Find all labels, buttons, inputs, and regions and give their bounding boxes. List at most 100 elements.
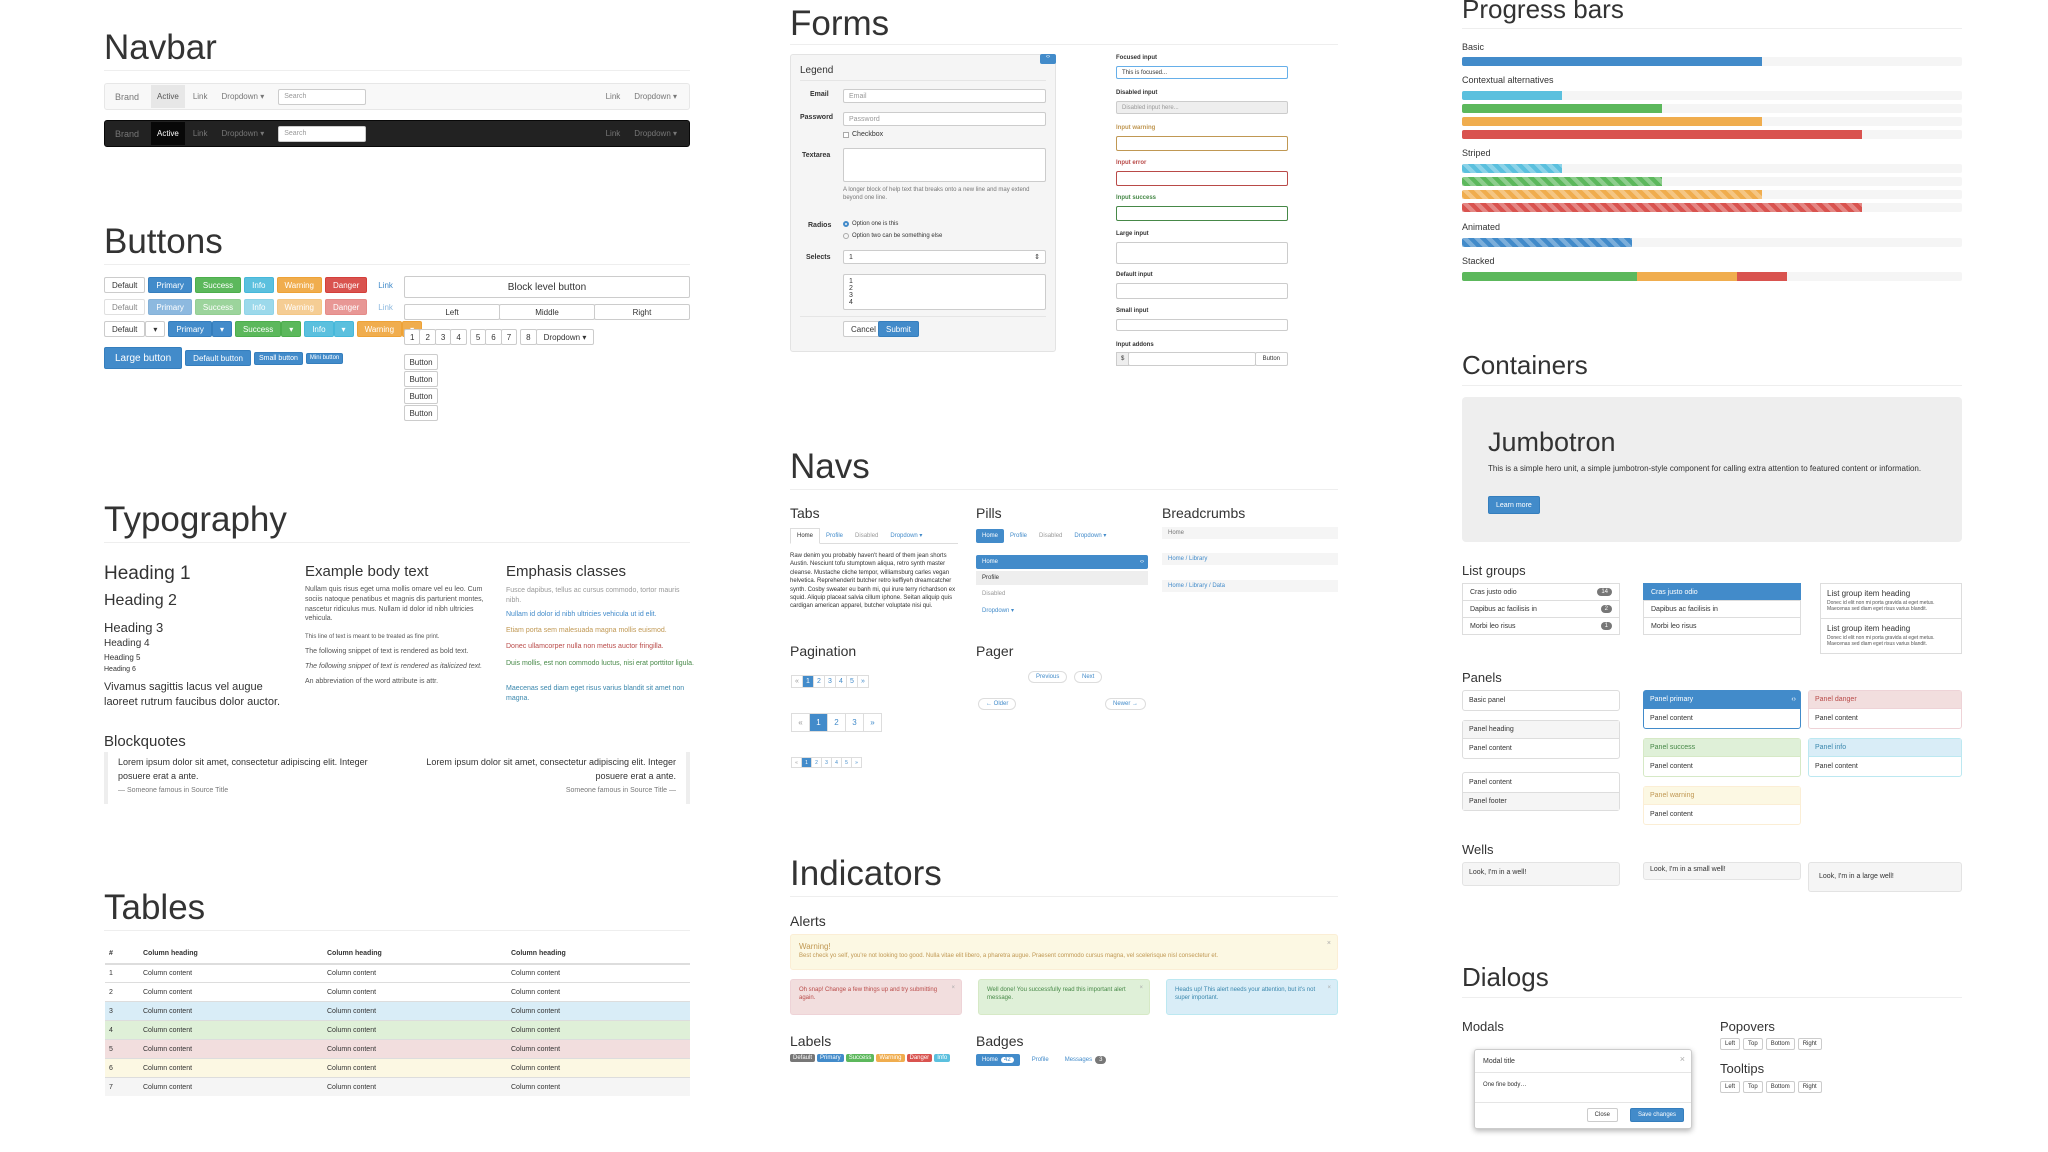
toolbar-button-7[interactable]: 7: [500, 329, 518, 345]
addon-button[interactable]: Button: [1254, 352, 1288, 366]
modal-save-button[interactable]: Save changes: [1629, 1108, 1684, 1122]
warning-split-button[interactable]: Warning: [356, 321, 403, 337]
warning-input[interactable]: [1116, 136, 1288, 151]
close-icon[interactable]: ×: [1679, 1054, 1685, 1064]
primary-button[interactable]: Primary: [148, 277, 192, 293]
popover-right-button[interactable]: Right: [1797, 1038, 1822, 1050]
tab-dropdown[interactable]: Dropdown ▾: [890, 533, 923, 539]
pager-previous[interactable]: Previous: [1028, 671, 1068, 683]
focused-input[interactable]: This is focused...: [1116, 66, 1288, 79]
navbar-dropdown-right[interactable]: Dropdown ▾: [634, 92, 677, 101]
tooltip-right-button[interactable]: Right: [1797, 1081, 1822, 1093]
page-prev[interactable]: «: [791, 713, 810, 732]
toolbar-button-1[interactable]: 1: [404, 329, 421, 345]
toolbar-button-4[interactable]: 4: [450, 329, 467, 345]
stacked-pill-profile[interactable]: Profile: [976, 571, 1148, 585]
radio-option-2[interactable]: Option two can be something else: [843, 233, 942, 239]
list-item[interactable]: Cras justo odio 14: [1462, 583, 1620, 601]
close-icon[interactable]: ×: [1326, 940, 1331, 947]
tab-profile[interactable]: Profile: [826, 532, 844, 539]
toolbar-button-2[interactable]: 2: [419, 329, 436, 345]
popover-top-button[interactable]: Top: [1743, 1038, 1763, 1050]
navbar-inverse-dropdown-right[interactable]: Dropdown ▾: [634, 129, 677, 138]
page-3[interactable]: 3: [845, 713, 864, 732]
info-split-button[interactable]: Info: [304, 321, 334, 337]
pager-newer[interactable]: Newer →: [1105, 698, 1147, 710]
page-next[interactable]: »: [857, 675, 869, 688]
list-item[interactable]: Morbi leo risus: [1643, 617, 1801, 635]
navbar-brand[interactable]: Brand: [115, 91, 140, 102]
navbar-active[interactable]: Active: [151, 85, 185, 108]
caret-icon[interactable]: ▾: [333, 321, 354, 337]
toolbar-button-8[interactable]: 8: [520, 329, 537, 345]
navbar-inverse-dropdown[interactable]: Dropdown ▾: [221, 129, 265, 138]
popover-bottom-button[interactable]: Bottom: [1765, 1038, 1795, 1050]
toolbar-button-6[interactable]: 6: [485, 329, 502, 345]
list-item[interactable]: List group item heading Donec id elit non…: [1820, 583, 1962, 619]
navbar-dropdown[interactable]: Dropdown ▾: [221, 92, 265, 101]
pager-next[interactable]: Next: [1074, 671, 1103, 683]
caret-icon[interactable]: ▾: [281, 321, 302, 337]
navbar-link-right[interactable]: Link: [605, 92, 621, 101]
password-input[interactable]: Password: [843, 112, 1046, 126]
tooltip-bottom-button[interactable]: Bottom: [1765, 1081, 1795, 1093]
collapse-icon[interactable]: ‹›: [1140, 559, 1144, 565]
page-1[interactable]: 1: [809, 713, 828, 732]
tooltip-left-button[interactable]: Left: [1720, 1081, 1741, 1093]
collapse-icon[interactable]: ‹›: [1040, 54, 1056, 64]
mini-button[interactable]: Mini button: [305, 352, 344, 364]
toolbar-button-3[interactable]: 3: [434, 329, 452, 345]
close-icon[interactable]: ×: [951, 985, 955, 991]
info-button[interactable]: Info: [244, 277, 274, 293]
toolbar-dropdown-button[interactable]: Dropdown ▾: [535, 329, 595, 345]
pager-older[interactable]: ← Older: [978, 698, 1017, 710]
warning-button[interactable]: Warning: [276, 277, 322, 293]
vertical-button-2[interactable]: Button: [404, 371, 438, 387]
radio-option-1[interactable]: Option one is this: [843, 221, 898, 227]
addon-input[interactable]: [1128, 352, 1256, 366]
default-input[interactable]: [1116, 283, 1288, 299]
small-button[interactable]: Small button: [253, 351, 303, 365]
badge-messages[interactable]: Messages 3: [1065, 1056, 1107, 1064]
pill-dropdown[interactable]: Dropdown ▾: [1074, 533, 1107, 539]
stacked-pill-home[interactable]: Home ‹›: [976, 555, 1148, 569]
navbar-inverse-active[interactable]: Active: [151, 122, 185, 145]
pill-profile[interactable]: Profile: [1010, 532, 1028, 539]
page-2[interactable]: 2: [827, 713, 846, 732]
vertical-button-3[interactable]: Button: [404, 388, 438, 404]
navbar-inverse-search-input[interactable]: Search: [278, 125, 367, 142]
link-button[interactable]: Link: [378, 280, 393, 290]
list-item[interactable]: List group item heading Donec id elit non…: [1820, 618, 1962, 654]
large-button[interactable]: Large button: [104, 347, 183, 369]
primary-split-button[interactable]: Primary: [168, 321, 212, 337]
list-item[interactable]: Dapibus ac facilisis in: [1643, 600, 1801, 618]
block-level-button[interactable]: Block level button: [404, 276, 690, 298]
checkbox[interactable]: Checkbox: [843, 131, 883, 138]
success-split-button[interactable]: Success: [234, 321, 282, 337]
popover-left-button[interactable]: Left: [1720, 1038, 1741, 1050]
navbar-inverse-link-right[interactable]: Link: [605, 129, 621, 138]
toolbar-button-5[interactable]: 5: [469, 329, 487, 345]
tooltip-top-button[interactable]: Top: [1743, 1081, 1763, 1093]
caret-icon[interactable]: ▾: [211, 321, 232, 337]
vertical-button-1[interactable]: Button: [404, 354, 438, 370]
textarea-input[interactable]: [843, 148, 1046, 182]
error-input[interactable]: [1116, 171, 1288, 186]
collapse-icon[interactable]: ‹›: [1791, 696, 1796, 703]
navbar-link[interactable]: Link: [192, 92, 208, 101]
success-button[interactable]: Success: [194, 277, 242, 293]
close-icon[interactable]: ×: [1139, 985, 1143, 991]
badge-profile[interactable]: Profile: [1031, 1057, 1049, 1063]
group-middle-button[interactable]: Middle: [499, 304, 595, 320]
danger-button[interactable]: Danger: [325, 277, 368, 293]
email-input[interactable]: Email: [843, 89, 1046, 103]
small-input[interactable]: [1116, 319, 1288, 331]
select-input[interactable]: 1 ⇕: [843, 250, 1046, 264]
large-input[interactable]: [1116, 242, 1288, 264]
caret-icon[interactable]: ▾: [145, 321, 166, 337]
submit-button[interactable]: Submit: [878, 321, 919, 337]
list-item[interactable]: Morbi leo risus 1: [1462, 617, 1620, 635]
badge-pill-home[interactable]: Home 42: [976, 1054, 1020, 1066]
default-size-button[interactable]: Default button: [185, 350, 251, 366]
